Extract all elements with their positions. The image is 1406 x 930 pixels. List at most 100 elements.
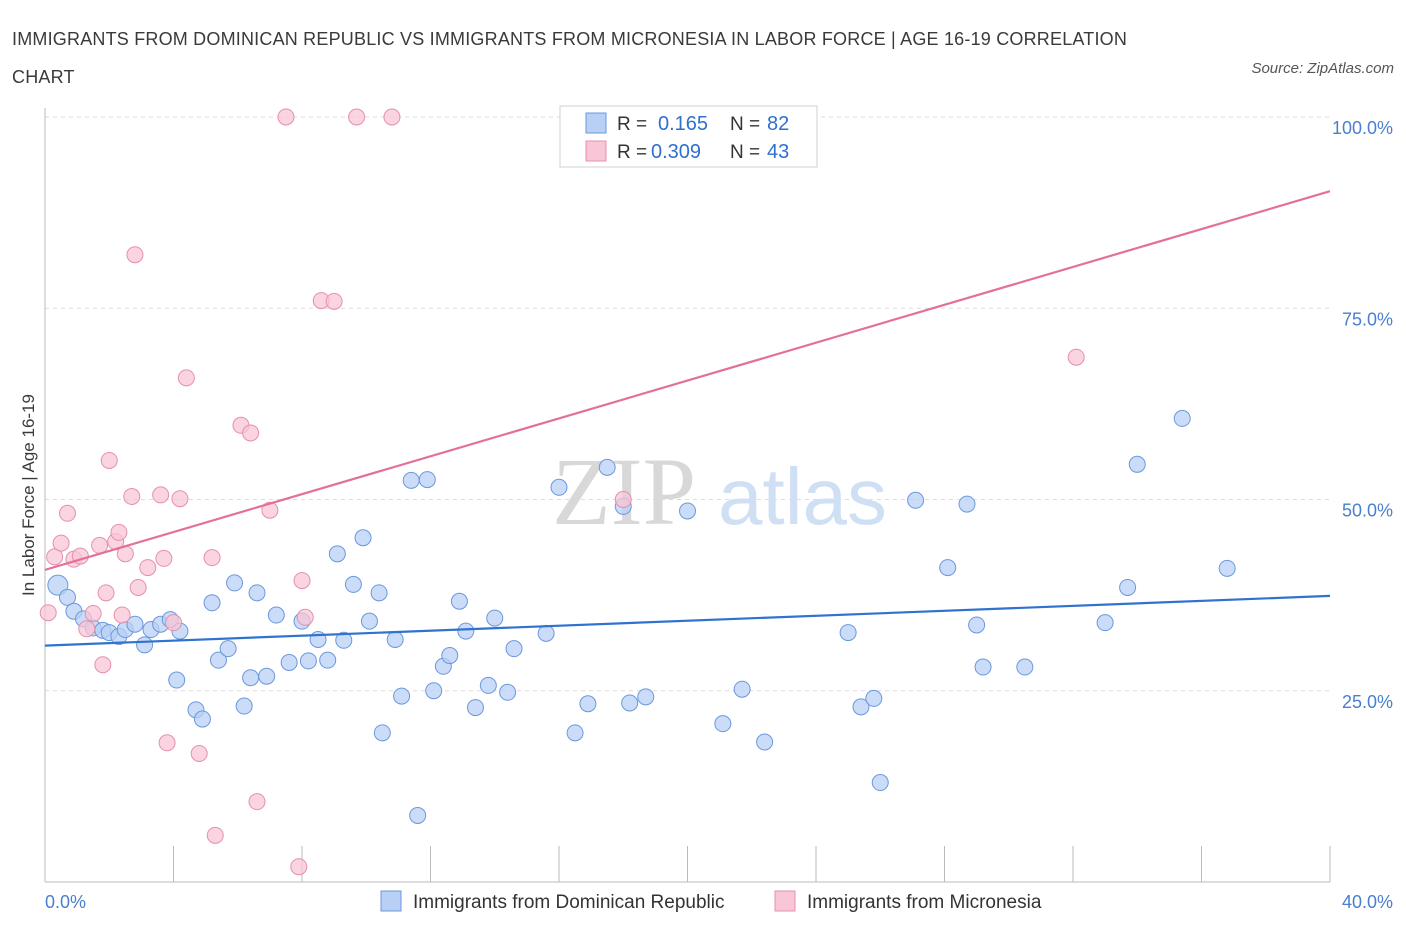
point-micronesia-40 <box>383 108 401 126</box>
point-micronesia-25 <box>177 369 195 387</box>
point-dominican-47 <box>450 592 468 610</box>
point-micronesia-7 <box>84 604 102 622</box>
point-micronesia-23 <box>165 614 182 632</box>
point-dominican-70 <box>907 491 925 509</box>
point-dominican-1 <box>58 588 76 606</box>
x-tick-label-1: 40.0% <box>1342 892 1393 912</box>
series-dominican-republic <box>47 409 1236 824</box>
point-dominican-67 <box>852 698 870 716</box>
legend-r-value-1: 0.165 <box>658 113 708 135</box>
point-dominican-0 <box>47 574 69 596</box>
point-dominican-50 <box>479 676 497 694</box>
point-micronesia-20 <box>152 486 170 504</box>
point-dominican-34 <box>344 575 362 593</box>
x-tick-label-0: 0.0% <box>45 892 86 912</box>
point-dominican-42 <box>409 806 427 824</box>
trend-lines <box>44 190 1331 647</box>
point-dominican-38 <box>373 724 391 742</box>
legend-n-value-1: 82 <box>767 113 789 135</box>
point-dominican-18 <box>203 594 221 612</box>
legend-r-value-2: 0.309 <box>651 141 701 163</box>
point-micronesia-39 <box>348 108 366 126</box>
point-micronesia-30 <box>242 424 260 442</box>
point-micronesia-31 <box>248 793 266 811</box>
point-dominican-40 <box>393 687 411 705</box>
point-dominican-72 <box>958 495 976 513</box>
point-micronesia-13 <box>110 523 128 541</box>
point-dominican-55 <box>550 478 568 496</box>
point-dominican-33 <box>335 631 353 649</box>
point-dominican-54 <box>537 624 555 642</box>
point-micronesia-41 <box>614 491 632 508</box>
legend-swatch-blue <box>585 112 607 134</box>
legend-swatch-pink <box>585 140 607 162</box>
point-dominican-52 <box>499 683 517 701</box>
point-dominican-75 <box>1016 658 1034 676</box>
point-dominican-36 <box>360 612 378 630</box>
point-dominican-27 <box>280 653 298 671</box>
point-dominican-65 <box>756 733 774 751</box>
point-dominican-29 <box>299 652 317 670</box>
point-micronesia-19 <box>139 559 157 577</box>
point-dominican-73 <box>968 616 986 634</box>
point-micronesia-3 <box>58 504 76 522</box>
point-dominican-19 <box>209 651 227 669</box>
point-micronesia-33 <box>277 108 295 126</box>
point-dominican-69 <box>871 774 889 792</box>
y-axis-label: In Labor Force | Age 16-19 <box>19 394 38 596</box>
point-micronesia-38 <box>325 292 343 310</box>
point-dominican-57 <box>579 695 597 713</box>
bottom-legend-label-2: Immigrants from Micronesia <box>807 892 1042 913</box>
point-dominican-60 <box>621 694 639 712</box>
legend-r-label-1: R = <box>617 114 647 135</box>
point-dominican-26 <box>267 606 285 624</box>
legend-n-label-1: N = <box>730 114 760 135</box>
y-tick-label-2: 75.0% <box>1342 309 1393 329</box>
legend: R = 0.165 N = 82 R = 0.309 N = 43 <box>559 105 818 168</box>
point-dominican-21 <box>226 574 244 592</box>
point-micronesia-22 <box>158 734 176 752</box>
legend-r-label-2: R = <box>617 142 647 163</box>
point-dominican-76 <box>1096 614 1114 632</box>
point-dominican-78 <box>1128 455 1146 473</box>
point-dominican-68 <box>865 689 883 707</box>
y-tick-label-1: 50.0% <box>1342 501 1393 521</box>
source-label: Source: ZipAtlas.com <box>1251 60 1394 77</box>
bottom-legend-swatch-pink <box>774 890 796 912</box>
point-dominican-20 <box>219 640 237 658</box>
point-dominican-35 <box>354 529 372 547</box>
point-dominican-10 <box>136 636 154 654</box>
point-micronesia-34 <box>290 858 308 876</box>
point-micronesia-36 <box>296 608 314 626</box>
point-dominican-74 <box>974 658 992 676</box>
watermark-atlas: atlas <box>718 452 887 541</box>
gridlines <box>45 116 1330 692</box>
point-micronesia-1 <box>46 548 64 566</box>
point-micronesia-17 <box>126 246 144 264</box>
point-dominican-37 <box>370 584 388 602</box>
point-dominican-24 <box>248 584 266 602</box>
x-tick-labels: 0.0% 40.0% <box>45 892 1393 912</box>
point-dominican-71 <box>939 559 957 577</box>
point-dominican-23 <box>242 669 260 687</box>
point-dominican-41 <box>402 471 420 489</box>
point-micronesia-0 <box>39 604 57 622</box>
point-dominican-39 <box>386 630 404 648</box>
point-dominican-63 <box>714 715 732 733</box>
point-dominican-56 <box>566 724 584 742</box>
x-axis-ticks <box>44 846 1331 882</box>
point-dominican-51 <box>486 609 504 627</box>
point-micronesia-28 <box>206 826 224 844</box>
chart-title: IMMIGRANTS FROM DOMINICAN REPUBLIC VS IM… <box>12 29 1128 87</box>
point-micronesia-11 <box>100 451 118 469</box>
point-dominican-17 <box>193 710 211 728</box>
point-micronesia-24 <box>171 490 189 508</box>
point-dominican-66 <box>839 624 857 642</box>
point-dominican-9 <box>126 615 144 633</box>
point-dominican-32 <box>328 545 346 563</box>
legend-n-label-2: N = <box>730 142 760 163</box>
point-micronesia-6 <box>78 620 96 638</box>
point-dominican-46 <box>441 647 459 665</box>
trend-line-micronesia <box>44 190 1331 571</box>
